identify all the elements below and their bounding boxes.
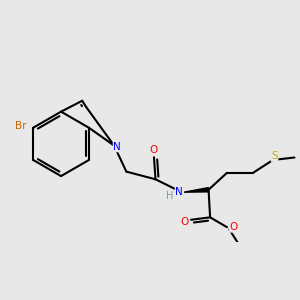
Text: O: O (230, 222, 238, 232)
Text: S: S (271, 151, 278, 161)
Text: Br: Br (14, 121, 26, 131)
Text: H: H (166, 191, 174, 201)
Text: N: N (113, 142, 121, 152)
Text: N: N (175, 187, 183, 196)
Text: O: O (150, 146, 158, 155)
Text: O: O (180, 217, 188, 227)
Polygon shape (184, 188, 208, 192)
